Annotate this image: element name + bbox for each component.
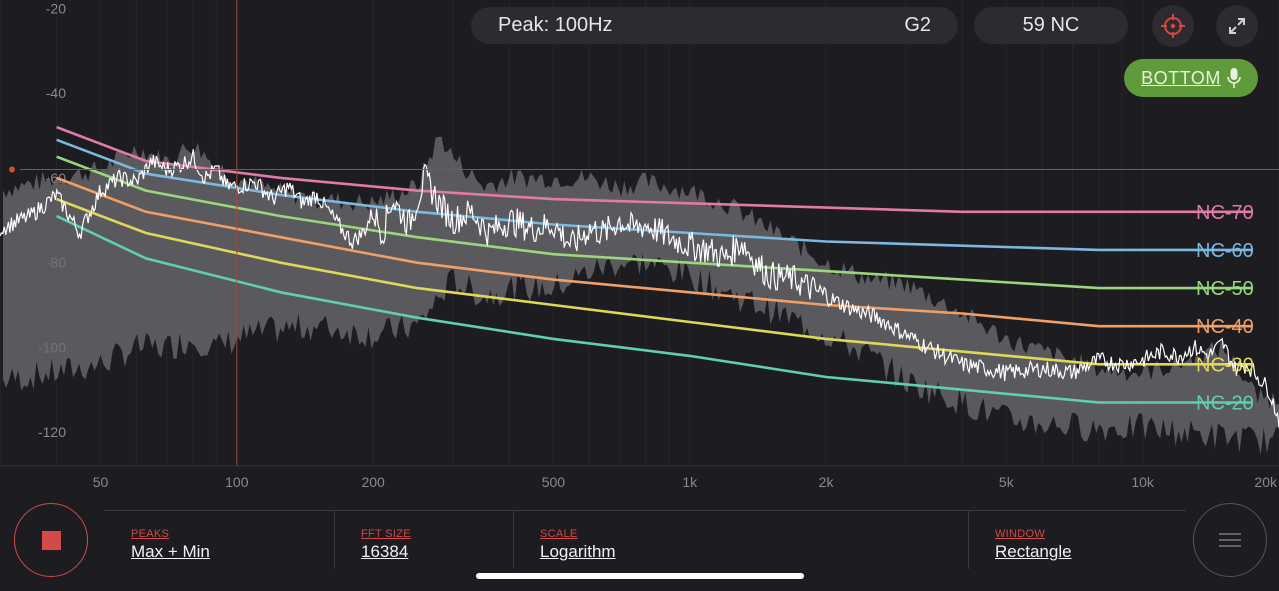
controls-top-border [104, 510, 1186, 511]
fft-size-label: FFT SIZE [361, 528, 411, 540]
nc-curve-label: NC-30 [1196, 354, 1254, 376]
stop-icon [41, 530, 61, 550]
nc-curve [56, 176, 1253, 328]
peak-note: G2 [904, 14, 931, 36]
y-tick-label: -40 [46, 85, 66, 101]
nc-curve-label: NC-50 [1196, 278, 1254, 300]
crosshair-icon [1161, 14, 1185, 38]
spectrum-chart[interactable]: -20-40-60-80-100-120 501002005001k2k5k10… [0, 0, 1279, 495]
expand-icon [1229, 18, 1245, 34]
nc-curve-label: NC-40 [1196, 316, 1254, 338]
x-tick-label: 100 [225, 474, 249, 490]
menu-button[interactable] [1193, 503, 1267, 577]
fft-size-value[interactable]: 16384 [361, 542, 409, 561]
control-divider [513, 511, 514, 569]
peak-readout[interactable]: Peak: 100Hz G2 [471, 7, 958, 44]
nc-rating-readout[interactable]: 59 NC [974, 7, 1128, 44]
x-tick-label: 5k [999, 474, 1015, 490]
stop-record-button[interactable] [14, 503, 88, 577]
microphone-select-button[interactable]: BOTTOM [1124, 59, 1258, 97]
x-tick-label: 500 [542, 474, 566, 490]
x-tick-label: 50 [93, 474, 109, 490]
peaks-label: PEAKS [131, 528, 170, 540]
microphone-icon [1227, 68, 1241, 88]
nc-curve [56, 214, 1253, 404]
nc-curve-label: NC-20 [1196, 392, 1254, 414]
target-button[interactable] [1152, 5, 1194, 47]
x-tick-label: 10k [1131, 474, 1155, 490]
peak-frequency: Peak: 100Hz [498, 14, 613, 36]
control-divider [334, 511, 335, 569]
y-tick-label: -120 [38, 424, 66, 440]
peaks-value[interactable]: Max + Min [131, 542, 210, 561]
spectrum-min-max-band [3, 136, 1279, 455]
scale-control[interactable]: SCALE Logarithm [513, 511, 968, 569]
peaks-control[interactable]: PEAKS Max + Min [104, 511, 334, 569]
menu-icon [1219, 533, 1241, 547]
x-tick-label: 2k [819, 474, 835, 490]
nc-curve [56, 125, 1253, 214]
control-divider [968, 511, 969, 569]
nc-curve-label: NC-60 [1196, 240, 1254, 262]
x-tick-label: 20k [1254, 474, 1278, 490]
window-control[interactable]: WINDOW Rectangle [968, 511, 1186, 569]
spectrum-line [0, 149, 1279, 428]
y-tick-label: -60 [46, 170, 66, 186]
x-tick-label: 200 [361, 474, 385, 490]
cursor-level-marker [9, 166, 15, 173]
window-label: WINDOW [995, 528, 1046, 540]
microphone-label: BOTTOM [1141, 67, 1221, 88]
nc-rating: 59 NC [1022, 14, 1080, 36]
scale-label: SCALE [540, 528, 578, 540]
home-indicator [476, 573, 804, 579]
scale-value[interactable]: Logarithm [540, 542, 616, 561]
x-tick-label: 1k [682, 474, 698, 490]
y-tick-label: -20 [46, 0, 66, 16]
fft-size-control[interactable]: FFT SIZE 16384 [334, 511, 513, 569]
expand-button[interactable] [1216, 5, 1258, 47]
nc-curve [56, 155, 1253, 290]
nc-curve-label: NC-70 [1196, 202, 1254, 224]
window-value[interactable]: Rectangle [995, 542, 1072, 561]
